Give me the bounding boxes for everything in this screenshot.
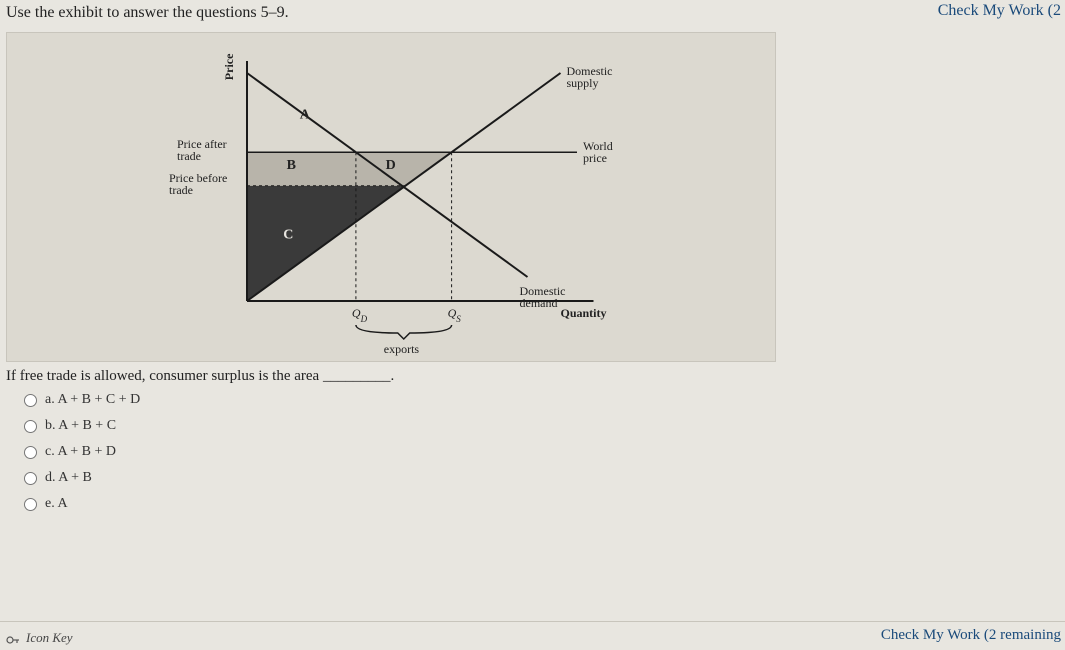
option-a[interactable]: a. A + B + C + D [24, 392, 140, 408]
svg-text:A: A [300, 108, 311, 123]
option-c[interactable]: c. A + B + D [24, 444, 140, 460]
check-my-work-bottom[interactable]: Check My Work (2 remaining [881, 627, 1061, 644]
question-stem: If free trade is allowed, consumer surpl… [6, 368, 394, 385]
option-label-d: d. A + B [45, 470, 92, 486]
svg-text:price: price [583, 151, 607, 165]
instruction-text: Use the exhibit to answer the questions … [6, 4, 289, 22]
option-label-b: b. A + B + C [45, 418, 116, 434]
svg-text:B: B [287, 158, 296, 173]
option-e[interactable]: e. A [24, 496, 140, 512]
svg-text:supply: supply [567, 76, 599, 90]
svg-text:Quantity: Quantity [561, 306, 607, 320]
svg-text:QD: QD [352, 306, 368, 324]
option-radio-c[interactable] [24, 446, 37, 459]
svg-text:demand: demand [520, 296, 558, 310]
option-radio-b[interactable] [24, 420, 37, 433]
svg-text:D: D [386, 158, 396, 173]
option-radio-a[interactable] [24, 394, 37, 407]
option-radio-d[interactable] [24, 472, 37, 485]
svg-text:Price: Price [222, 53, 236, 80]
icon-key-link[interactable]: Icon Key [6, 630, 73, 646]
exhibit-panel: DomesticsupplyDomesticdemandWorldpriceQD… [6, 32, 776, 362]
option-label-c: c. A + B + D [45, 444, 116, 460]
key-icon [6, 633, 20, 643]
option-b[interactable]: b. A + B + C [24, 418, 140, 434]
svg-text:QS: QS [448, 306, 462, 324]
check-my-work-top[interactable]: Check My Work (2 [938, 2, 1061, 20]
option-d[interactable]: d. A + B [24, 470, 140, 486]
icon-key-label: Icon Key [26, 630, 73, 646]
svg-text:C: C [283, 228, 293, 243]
svg-text:trade: trade [177, 149, 201, 163]
divider [0, 621, 1065, 622]
option-label-a: a. A + B + C + D [45, 392, 140, 408]
option-label-e: e. A [45, 496, 68, 512]
svg-text:exports: exports [384, 342, 420, 356]
answer-options: a. A + B + C + D b. A + B + C c. A + B + D… [24, 392, 140, 512]
option-radio-e[interactable] [24, 498, 37, 511]
supply-demand-chart: DomesticsupplyDomesticdemandWorldpriceQD… [157, 41, 697, 361]
svg-text:trade: trade [169, 183, 193, 197]
